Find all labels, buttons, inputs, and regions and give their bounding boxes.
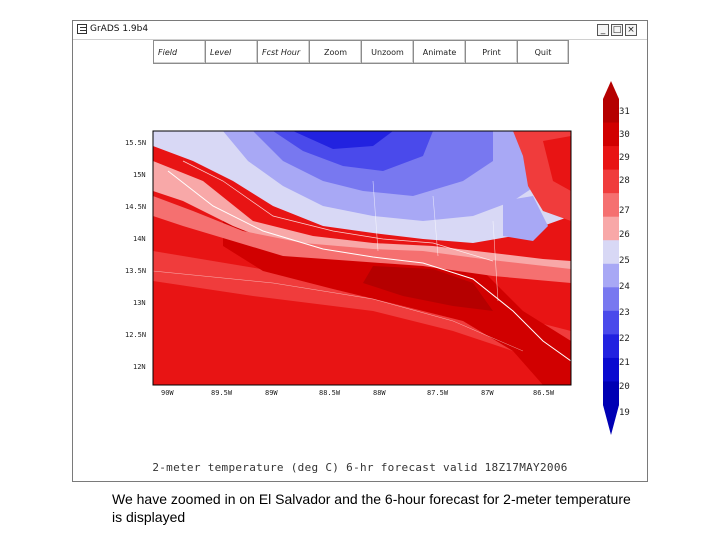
level-button[interactable]: Level — [205, 40, 257, 64]
colorbar: 31 30 29 28 27 26 25 24 23 22 21 20 19 — [603, 81, 630, 435]
colorbar-segment — [603, 287, 619, 312]
colorbar-level-label: 31 — [619, 107, 630, 117]
colorbar-level-label: 25 — [619, 256, 630, 266]
lon-label: 89W — [265, 389, 278, 397]
colorbar-level-label: 24 — [619, 282, 630, 292]
app-icon — [77, 24, 87, 34]
lat-label: 12N — [133, 363, 146, 371]
lon-label: 88.5W — [319, 389, 341, 397]
window-title: GrADS 1.9b4 — [90, 24, 149, 34]
colorbar-segment — [603, 334, 619, 359]
lon-label: 88W — [373, 389, 386, 397]
colorbar-segment — [603, 240, 619, 265]
colorbar-level-label: 22 — [619, 334, 630, 344]
lat-label: 13N — [133, 299, 146, 307]
colorbar-level-label: 20 — [619, 382, 630, 392]
lon-label: 90W — [161, 389, 174, 397]
colorbar-level-label: 23 — [619, 308, 630, 318]
colorbar-segment — [603, 310, 619, 335]
colorbar-level-label: 27 — [619, 206, 630, 216]
lon-axis: 90W 89.5W 89W 88.5W 88W 87.5W 87W 86.5W — [161, 389, 555, 397]
lat-label: 13.5N — [125, 267, 146, 275]
colorbar-segment — [603, 381, 619, 406]
lat-label: 14N — [133, 235, 146, 243]
print-button[interactable]: Print — [465, 40, 517, 64]
fcst-hour-button[interactable]: Fcst Hour — [257, 40, 309, 64]
toolbar: Field Level Fcst Hour Zoom Unzoom Animat… — [153, 40, 569, 64]
colorbar-level-label: 26 — [619, 230, 630, 240]
lat-axis: 15.5N 15N 14.5N 14N 13.5N 13N 12.5N 12N — [125, 139, 146, 371]
lat-label: 15.5N — [125, 139, 146, 147]
colorbar-top-arrow — [603, 81, 619, 99]
animate-button[interactable]: Animate — [413, 40, 465, 64]
colorbar-level-label: 19 — [619, 408, 630, 418]
colorbar-level-label: 28 — [619, 176, 630, 186]
plot-caption: 2-meter temperature (deg C) 6-hr forecas… — [152, 461, 568, 474]
grads-window: GrADS 1.9b4 _ □ × Field Level Fcst Hour … — [72, 20, 648, 482]
lon-label: 89.5W — [211, 389, 233, 397]
lon-label: 87W — [481, 389, 494, 397]
colorbar-level-label: 30 — [619, 130, 630, 140]
slide-caption: We have zoomed in on El Salvador and the… — [112, 491, 631, 525]
lon-label: 87.5W — [427, 389, 449, 397]
colorbar-bottom-arrow — [603, 405, 619, 435]
lon-label: 86.5W — [533, 389, 555, 397]
quit-button[interactable]: Quit — [517, 40, 569, 64]
colorbar-level-label: 29 — [619, 153, 630, 163]
temperature-map[interactable] — [153, 131, 571, 385]
colorbar-level-label: 21 — [619, 358, 630, 368]
plot-canvas: 15.5N 15N 14.5N 14N 13.5N 13N 12.5N 12N … — [125, 81, 630, 435]
colorbar-segment — [603, 146, 619, 171]
unzoom-button[interactable]: Unzoom — [361, 40, 413, 64]
lat-label: 14.5N — [125, 203, 146, 211]
map-frame — [152, 130, 572, 386]
lat-label: 15N — [133, 171, 146, 179]
colorbar-segment — [603, 216, 619, 241]
close-button[interactable]: × — [625, 24, 637, 36]
colorbar-segment — [603, 99, 619, 124]
colorbar-segment — [603, 193, 619, 218]
colorbar-segment — [603, 169, 619, 194]
colorbar-segment — [603, 357, 619, 382]
minimize-button[interactable]: _ — [597, 24, 609, 36]
title-bar: GrADS 1.9b4 _ □ × — [73, 21, 647, 40]
zoom-button[interactable]: Zoom — [309, 40, 361, 64]
lat-label: 12.5N — [125, 331, 146, 339]
colorbar-segment — [603, 122, 619, 147]
colorbar-segment — [603, 263, 619, 288]
maximize-button[interactable]: □ — [611, 24, 623, 36]
field-button[interactable]: Field — [153, 40, 205, 64]
